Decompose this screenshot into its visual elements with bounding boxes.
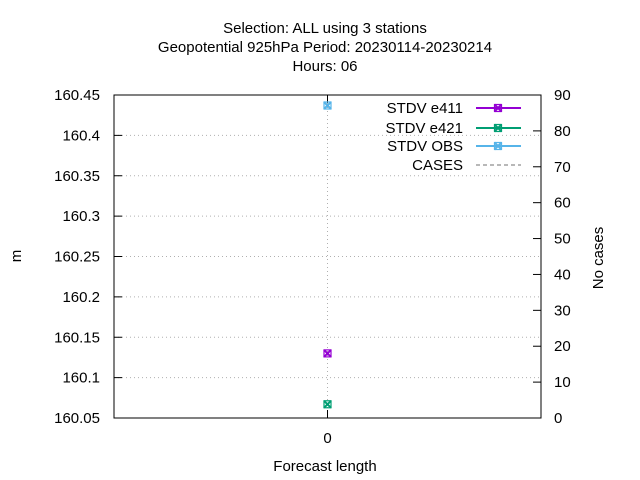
chart-title: Selection: ALL using 3 stations Geopoten… (158, 20, 492, 75)
y2-tick-labels: 0 10 20 30 40 50 60 70 80 90 (554, 87, 571, 427)
legend-label: STDV e421 (385, 120, 463, 137)
y-tick-labels: 160.05 160.1 160.15 160.2 160.25 160.3 160.35 1… (54, 87, 100, 427)
y-tick-label: 160.1 (62, 370, 100, 387)
x-tick-label: 0 (323, 430, 331, 447)
y-tick-label: 160.3 (62, 208, 100, 225)
y-axis-label: m (8, 250, 25, 263)
y-tick-label: 160.2 (62, 289, 100, 306)
y2-tick-label: 80 (554, 123, 571, 140)
marker-box (493, 141, 503, 151)
y-tick-label: 160.45 (54, 87, 100, 104)
y2-axis-label: No cases (590, 227, 607, 290)
y2-tick-label: 40 (554, 266, 571, 283)
marker-box (493, 123, 503, 133)
y-tick-label: 160.35 (54, 168, 100, 185)
title-line-1: Selection: ALL using 3 stations (223, 20, 427, 37)
legend-label: STDV e411 (387, 100, 463, 117)
marker-box (323, 101, 332, 110)
legend-marker (493, 103, 503, 113)
grid (114, 95, 541, 418)
x-axis-label: Forecast length (273, 458, 376, 475)
legend-label: STDV OBS (387, 138, 463, 155)
marker-stroke (323, 101, 332, 110)
y2-tick-label: 10 (554, 374, 571, 391)
title-line-3: Hours: 06 (292, 58, 357, 75)
marker-stroke (493, 123, 503, 133)
legend-marker (493, 123, 503, 133)
marker-stroke (323, 349, 332, 358)
y2-tick-label: 30 (554, 302, 571, 319)
marker-box (323, 400, 332, 409)
marker-stroke (323, 400, 332, 409)
y2-tick-label: 90 (554, 87, 571, 104)
legend-marker (493, 141, 503, 151)
data-point (323, 400, 332, 409)
marker-stroke (493, 103, 503, 113)
title-line-2: Geopotential 925hPa Period: 20230114-202… (158, 39, 492, 56)
data-points (323, 101, 332, 409)
marker-box (323, 349, 332, 358)
legend-label: CASES (412, 157, 463, 174)
axes (113, 94, 542, 419)
y-tick-label: 160.4 (62, 127, 100, 144)
data-point (323, 349, 332, 358)
marker-stroke (493, 141, 503, 151)
y-tick-label: 160.05 (54, 410, 100, 427)
y-tick-label: 160.25 (54, 249, 100, 266)
x-tick-labels: 0 (323, 430, 331, 447)
y2-tick-label: 60 (554, 195, 571, 212)
y2-tick-label: 0 (554, 410, 562, 427)
y-tick-label: 160.15 (54, 329, 100, 346)
y2-tick-label: 70 (554, 159, 571, 176)
y2-tick-label: 20 (554, 338, 571, 355)
y2-tick-label: 50 (554, 231, 571, 248)
data-point (323, 101, 332, 110)
plot-border (113, 94, 542, 419)
marker-box (493, 103, 503, 113)
